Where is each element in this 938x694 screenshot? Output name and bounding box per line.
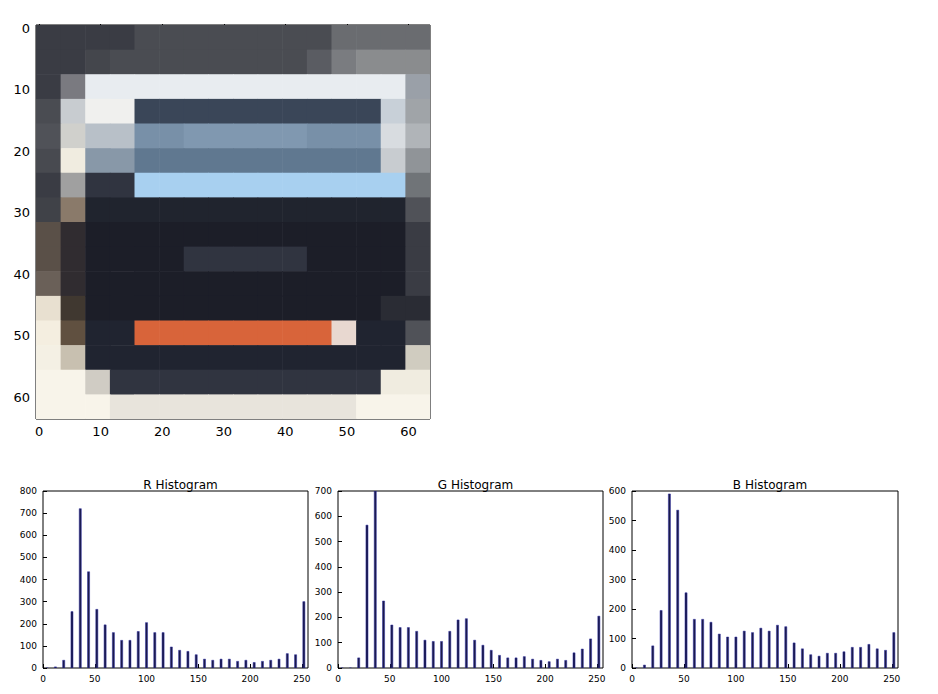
svg-text:G Histogram: G Histogram <box>438 478 513 492</box>
svg-text:100: 100 <box>138 674 155 684</box>
svg-text:40: 40 <box>13 267 30 282</box>
svg-text:0: 0 <box>326 663 332 673</box>
svg-text:0: 0 <box>620 663 626 673</box>
svg-text:30: 30 <box>215 424 232 439</box>
svg-text:300: 300 <box>609 575 626 585</box>
svg-text:700: 700 <box>20 508 37 518</box>
svg-text:250: 250 <box>293 674 310 684</box>
svg-text:400: 400 <box>20 575 37 585</box>
svg-text:200: 200 <box>536 674 553 684</box>
svg-text:50: 50 <box>13 328 30 343</box>
svg-text:50: 50 <box>384 674 396 684</box>
svg-text:100: 100 <box>727 674 744 684</box>
svg-text:300: 300 <box>315 587 332 597</box>
svg-text:B Histogram: B Histogram <box>733 478 807 492</box>
svg-text:200: 200 <box>831 674 848 684</box>
svg-text:200: 200 <box>609 604 626 614</box>
svg-text:300: 300 <box>20 597 37 607</box>
svg-text:0: 0 <box>22 21 30 36</box>
svg-text:60: 60 <box>13 390 30 405</box>
svg-text:150: 150 <box>779 674 796 684</box>
svg-text:10: 10 <box>92 424 109 439</box>
svg-text:100: 100 <box>433 674 450 684</box>
svg-text:100: 100 <box>609 634 626 644</box>
svg-text:50: 50 <box>89 674 101 684</box>
svg-text:400: 400 <box>315 562 332 572</box>
svg-text:600: 600 <box>20 530 37 540</box>
svg-text:700: 700 <box>315 486 332 496</box>
svg-text:200: 200 <box>315 612 332 622</box>
svg-text:10: 10 <box>13 82 30 97</box>
svg-text:0: 0 <box>31 663 37 673</box>
svg-text:250: 250 <box>588 674 605 684</box>
svg-text:50: 50 <box>678 674 690 684</box>
svg-text:500: 500 <box>609 516 626 526</box>
svg-text:50: 50 <box>339 424 356 439</box>
svg-text:60: 60 <box>400 424 417 439</box>
svg-text:500: 500 <box>315 537 332 547</box>
svg-text:250: 250 <box>883 674 900 684</box>
svg-text:150: 150 <box>190 674 207 684</box>
svg-text:40: 40 <box>277 424 294 439</box>
svg-text:0: 0 <box>629 674 635 684</box>
svg-text:600: 600 <box>315 511 332 521</box>
svg-text:150: 150 <box>485 674 502 684</box>
svg-text:800: 800 <box>20 486 37 496</box>
svg-text:20: 20 <box>13 144 30 159</box>
svg-text:0: 0 <box>40 674 46 684</box>
svg-text:400: 400 <box>609 545 626 555</box>
svg-text:600: 600 <box>609 486 626 496</box>
svg-text:100: 100 <box>20 641 37 651</box>
svg-text:100: 100 <box>315 638 332 648</box>
svg-text:0: 0 <box>35 424 43 439</box>
svg-text:20: 20 <box>154 424 171 439</box>
svg-text:0: 0 <box>335 674 341 684</box>
svg-text:200: 200 <box>241 674 258 684</box>
svg-text:200: 200 <box>20 619 37 629</box>
svg-text:R Histogram: R Histogram <box>143 478 217 492</box>
svg-text:500: 500 <box>20 552 37 562</box>
svg-text:30: 30 <box>13 205 30 220</box>
